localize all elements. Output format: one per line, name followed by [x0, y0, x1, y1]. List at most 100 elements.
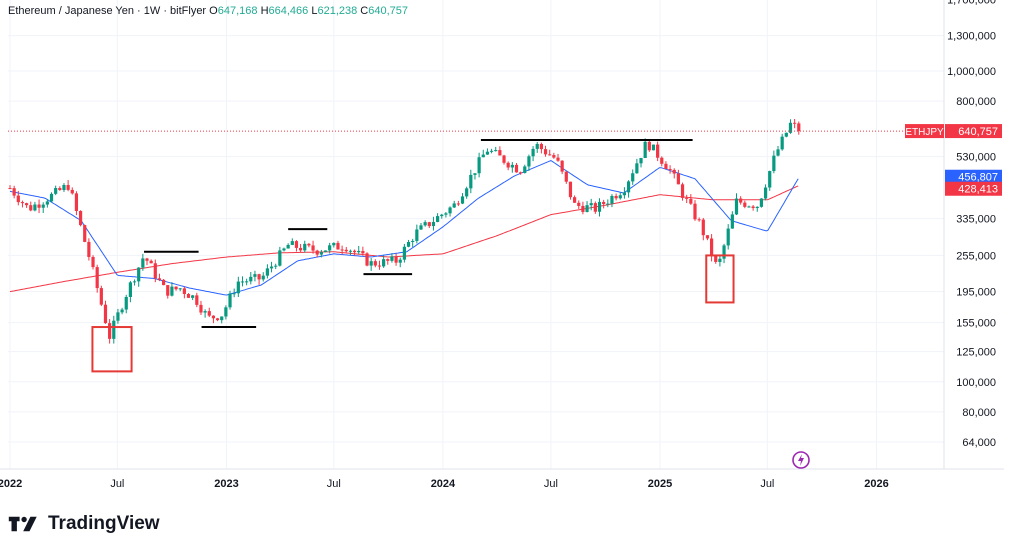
candle-down: [103, 304, 108, 324]
bolt-icon[interactable]: [792, 451, 810, 469]
candle-up: [622, 192, 627, 196]
price-tick-label: 530,000: [956, 152, 996, 164]
candle-down: [87, 241, 91, 257]
candle-down: [215, 318, 220, 321]
candle-down: [157, 278, 162, 280]
candle-down: [294, 241, 299, 248]
candle-down: [602, 201, 606, 205]
price-tick-label: 195,000: [956, 287, 996, 299]
candle-up: [423, 222, 427, 226]
candle-down: [797, 123, 801, 132]
candle-down: [307, 243, 311, 246]
candle-up: [382, 259, 386, 267]
time-axis[interactable]: 2022 Jul 2023 Jul 2024 Jul 2025 Jul 2026: [0, 478, 889, 490]
candle-down: [99, 288, 103, 305]
candle-down: [182, 288, 186, 294]
candle-down: [83, 225, 87, 242]
close-label: C: [360, 5, 369, 17]
candle-down: [709, 238, 714, 257]
candle-down: [70, 189, 74, 194]
candle-down: [739, 198, 743, 203]
candle-up: [726, 228, 730, 246]
candle-up: [494, 150, 498, 152]
candle-up: [610, 195, 614, 204]
candle-up: [473, 173, 477, 175]
candle-down: [793, 122, 797, 124]
time-tick-label: Jul: [760, 478, 774, 490]
candle-down: [195, 295, 199, 305]
candle-up: [747, 206, 751, 208]
candle-up: [465, 188, 469, 197]
price-tick-label: 1,300,000: [947, 31, 996, 43]
candle-down: [74, 193, 79, 211]
tradingview-logo[interactable]: TradingView: [8, 513, 160, 535]
candle-up: [639, 157, 643, 164]
candle-down: [166, 285, 170, 296]
candle-down: [58, 188, 62, 191]
candle-up: [328, 245, 332, 251]
candle-down: [647, 141, 651, 151]
candle-up: [170, 286, 174, 296]
candle-up: [489, 150, 494, 152]
candle-up: [452, 203, 456, 208]
candle-up: [245, 281, 249, 283]
candle-down: [614, 195, 618, 199]
price-line-value-tag: [945, 181, 1002, 196]
candle-up: [460, 196, 465, 204]
price-axis[interactable]: 1,700,000 1,300,000 1,000,000 800,000 530,00…: [947, 0, 996, 449]
price-tick-label: 64,000: [962, 437, 996, 449]
candle-up: [780, 136, 784, 150]
price-tick-label: 1,000,000: [947, 66, 996, 78]
time-tick-label: 2026: [864, 478, 888, 490]
tradingview-logo-icon: [8, 516, 37, 532]
annotation-box: [705, 254, 735, 304]
candle-up: [261, 275, 265, 280]
candle-down: [299, 247, 303, 251]
candle-up: [128, 282, 132, 297]
candle-up: [772, 155, 776, 172]
candle-down: [257, 274, 261, 280]
candle-up: [62, 184, 66, 191]
candle-up: [585, 205, 589, 212]
candle-up: [531, 148, 535, 157]
candle-up: [224, 307, 228, 317]
candle-up: [485, 151, 490, 155]
candle-down: [373, 261, 377, 266]
candle-up: [406, 242, 411, 247]
candle-down: [16, 195, 20, 203]
candle-down: [153, 263, 157, 279]
price-tick-label: 100,000: [956, 377, 996, 389]
low-label: L: [311, 5, 318, 17]
candle-up: [54, 188, 58, 194]
candle-down: [29, 205, 33, 211]
candle-down: [564, 171, 568, 182]
candle-up: [357, 250, 361, 253]
close-value: 640,757: [368, 5, 409, 17]
candle-down: [352, 250, 357, 253]
candle-down: [572, 197, 577, 203]
candle-up: [390, 256, 394, 261]
candle-up: [228, 293, 232, 308]
open-value: 647,168: [217, 5, 258, 17]
candle-down: [456, 203, 460, 205]
candle-down: [207, 311, 211, 316]
candle-up: [635, 163, 639, 174]
candle-down: [498, 150, 502, 156]
grid: [0, 0, 1004, 470]
candle-up: [232, 293, 236, 295]
candle-up: [626, 181, 631, 193]
candle-down: [91, 256, 95, 268]
candle-up: [290, 241, 294, 245]
candle-down: [502, 155, 506, 163]
candle-up: [768, 171, 772, 188]
low-value: 621,238: [317, 5, 358, 17]
candle-down: [386, 259, 390, 261]
candle-down: [149, 260, 153, 264]
candle-down: [394, 256, 398, 263]
candle-down: [344, 249, 348, 252]
candle-up: [33, 204, 37, 211]
time-tick-label: 2023: [214, 478, 238, 490]
candle-up: [286, 244, 290, 249]
candle-down: [514, 164, 519, 173]
